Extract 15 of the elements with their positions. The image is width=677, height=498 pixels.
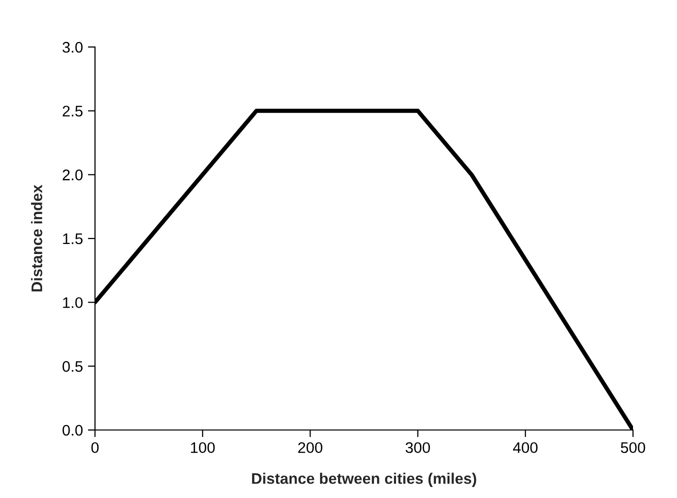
x-tick-label: 100 (191, 442, 215, 454)
x-tick-label: 500 (620, 442, 646, 454)
y-tick-label: 2.5 (62, 106, 83, 117)
x-tick-label: 300 (406, 442, 430, 454)
x-axis-title: Distance between cities (miles) (252, 472, 476, 487)
y-axis-title: Distance index (31, 184, 42, 292)
y-tick-label: 0.0 (62, 424, 83, 436)
x-tick-label: 200 (298, 442, 322, 454)
y-tick-label: 0.5 (62, 361, 83, 372)
x-tick-label: 400 (513, 442, 538, 454)
y-tick-label: 1.0 (63, 297, 83, 308)
y-tick-label: 1.5 (63, 234, 83, 244)
x-tick-label: 0 (91, 442, 99, 454)
y-tick-label: 3.0 (62, 42, 83, 53)
y-tick-label: 2.0 (62, 170, 83, 180)
